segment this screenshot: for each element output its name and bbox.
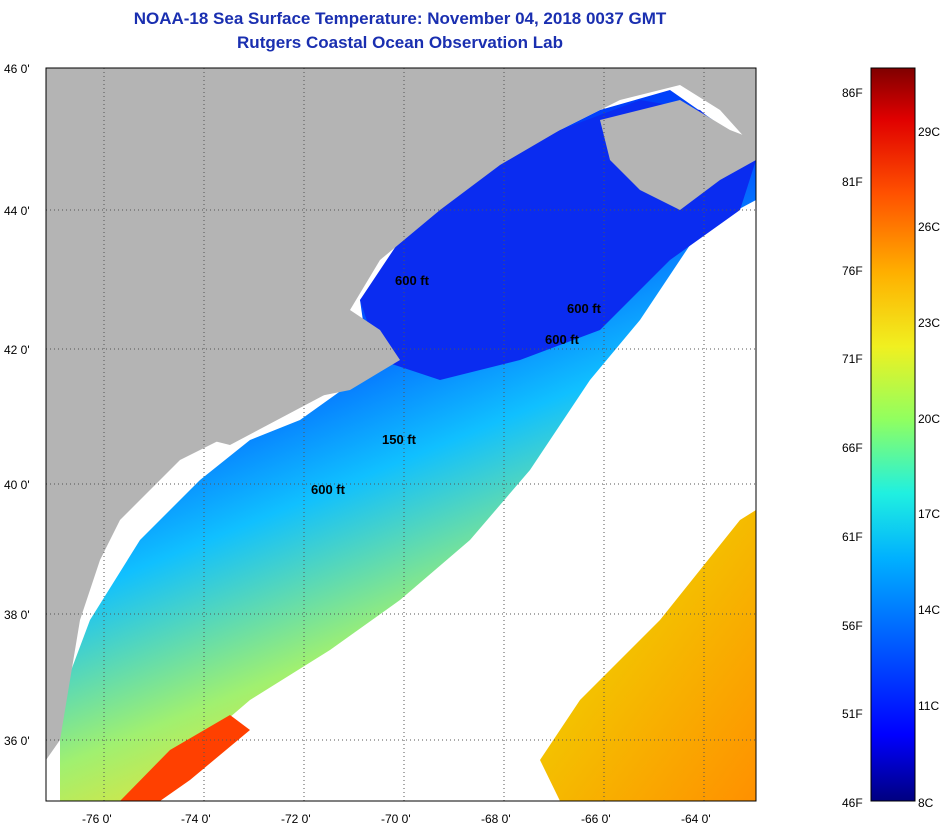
lon-label: -66 0' [581,812,611,826]
colorbar-c-label: 11C [918,699,939,713]
colorbar-celsius: 29C 26C 23C 20C 17C 14C 11C 8C [918,125,940,810]
colorbar-c-label: 23C [918,316,940,330]
colorbar-f-label: 66F [842,441,863,455]
depth-label: 600 ft [311,482,346,497]
colorbar-f-label: 56F [842,619,863,633]
long-island [210,385,330,445]
lat-label: 42 0' [4,343,30,357]
colorbar-c-label: 17C [918,507,940,521]
map-subtitle: Rutgers Coastal Ocean Observation Lab [237,33,563,52]
hatteras-warm [120,715,250,801]
lon-label: -70 0' [381,812,411,826]
lon-label: -76 0' [82,812,112,826]
colorbar-c-label: 26C [918,220,940,234]
nova-scotia [600,100,756,210]
colorbar-f-label: 81F [842,175,863,189]
lat-label: 36 0' [4,734,30,748]
colorbar-f-label: 61F [842,530,863,544]
colorbar-gradient [870,67,916,802]
colorbar-f-label: 71F [842,352,863,366]
colorbar-f-label: 86F [842,86,863,100]
depth-label: 600 ft [545,332,580,347]
colorbar-fahrenheit: 86F 81F 76F 71F 66F 61F 56F 51F 46F [842,86,863,810]
colorbar-c-label: 14C [918,603,940,617]
colorbar-c-label: 29C [918,125,940,139]
colorbar: 86F 81F 76F 71F 66F 61F 56F 51F 46F 29C … [842,67,940,810]
depth-label: 600 ft [567,301,602,316]
colorbar-f-label: 76F [842,264,863,278]
lat-label: 40 0' [4,478,30,492]
map-title: NOAA-18 Sea Surface Temperature: Novembe… [133,9,667,28]
lat-label: 44 0' [4,204,30,218]
colorbar-c-label: 20C [918,412,940,426]
depth-label: 150 ft [382,432,417,447]
lon-label: -72 0' [281,812,311,826]
latitude-axis: 46 0' 44 0' 42 0' 40 0' 38 0' 36 0' [4,62,30,748]
colorbar-c-label: 8C [918,796,934,810]
lat-label: 46 0' [4,62,30,76]
lon-label: -74 0' [181,812,211,826]
land [46,68,756,760]
colorbar-f-label: 46F [842,796,863,810]
lon-label: -64 0' [681,812,711,826]
colorbar-f-label: 51F [842,707,863,721]
gulf-stream [540,510,756,801]
lat-label: 38 0' [4,608,30,622]
longitude-axis: -76 0' -74 0' -72 0' -70 0' -68 0' -66 0… [82,812,711,826]
depth-label: 600 ft [395,273,430,288]
lon-label: -68 0' [481,812,511,826]
